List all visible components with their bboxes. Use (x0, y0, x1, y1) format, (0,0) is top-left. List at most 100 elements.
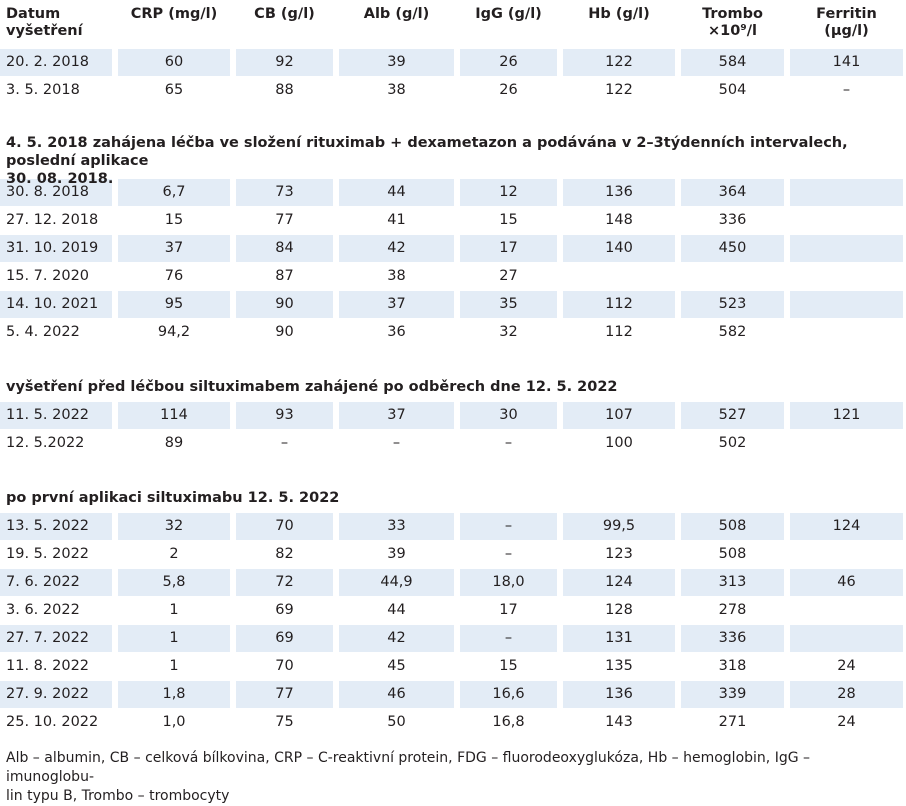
table-row: 5. 4. 2022 94,2 90 36 32 112 582 (0, 319, 906, 346)
value-cell: 32 (499, 324, 518, 340)
value-cell: 99,5 (563, 513, 675, 540)
value-cell: 584 (681, 49, 784, 76)
date-cell: 3. 6. 2022 (6, 602, 80, 618)
value-cell: 1,0 (162, 714, 186, 730)
value-cell: 38 (387, 268, 406, 284)
value-cell: 46 (790, 569, 903, 596)
table-row: 19. 5. 2022 2 82 39 – 123 508 (0, 541, 906, 568)
value-cell: 92 (236, 49, 333, 76)
date-cell: 12. 5.2022 (6, 435, 85, 451)
table-row: 7. 6. 2022 5,8 72 44,9 18,0 124 313 46 (0, 569, 906, 596)
footnote-line: Alb – albumin, CB – celková bílkovina, C… (6, 750, 811, 785)
value-cell: 12 (460, 179, 557, 206)
date-cell: 5. 4. 2022 (6, 324, 80, 340)
column-header-sublabel: vyšetření (6, 23, 83, 39)
table-row: 27. 12. 2018 15 77 41 15 148 336 (0, 207, 906, 234)
value-cell: 1 (169, 658, 179, 674)
value-cell: 65 (164, 82, 184, 98)
table-row: 3. 5. 2018 65 88 38 26 122 504 – (0, 77, 906, 104)
value-cell: 114 (118, 402, 230, 429)
column-header: Ferritin (μg/l) (790, 6, 903, 40)
value-cell: 88 (275, 82, 294, 98)
value-cell: – (504, 435, 513, 451)
column-header: CRP (mg/l) (118, 6, 230, 23)
value-cell: 77 (275, 212, 294, 228)
value-cell: 1 (169, 602, 179, 618)
column-header-label: IgG (g/l) (475, 6, 542, 22)
value-cell (790, 319, 903, 346)
value-cell: 527 (681, 402, 784, 429)
footnote: Alb – albumin, CB – celková bílkovina, C… (6, 749, 901, 806)
value-cell: 42 (339, 625, 454, 652)
value-cell: – (842, 82, 851, 98)
table-row: 11. 5. 2022 114 93 37 30 107 527 121 (0, 402, 906, 429)
value-cell: – (504, 546, 513, 562)
value-cell: 33 (339, 513, 454, 540)
value-cell: 278 (718, 602, 747, 618)
date-cell: 27. 7. 2022 (0, 625, 112, 652)
value-cell: 148 (605, 212, 633, 228)
table-row: 27. 7. 2022 1 69 42–131 336 (0, 625, 906, 652)
value-cell: 37 (339, 291, 454, 318)
value-cell: 143 (605, 714, 633, 730)
value-cell: 73 (236, 179, 333, 206)
value-cell: 16,8 (492, 714, 525, 730)
value-cell: 124 (563, 569, 675, 596)
value-cell: 136 (563, 179, 675, 206)
value-cell: 504 (718, 82, 747, 98)
value-cell: 28 (790, 681, 903, 708)
value-cell: 77 (236, 681, 333, 708)
value-cell: 17 (499, 602, 518, 618)
column-header-sublabel: ×10⁹/l (708, 23, 757, 39)
value-cell (790, 179, 903, 206)
table-row: 11. 8. 2022 1 70 45 15 135 318 24 (0, 653, 906, 680)
value-cell: 135 (605, 658, 633, 674)
column-header-label: Hb (g/l) (588, 6, 650, 22)
value-cell: 39 (339, 49, 454, 76)
value-cell: 17 (460, 235, 557, 262)
value-cell: 15 (499, 658, 518, 674)
value-cell: 37 (339, 402, 454, 429)
value-cell: 5,8 (118, 569, 230, 596)
date-cell: 31. 10. 2019 (0, 235, 112, 262)
column-header-label: Alb (g/l) (363, 6, 430, 22)
column-header-label: CB (g/l) (254, 6, 315, 22)
value-cell: 69 (236, 625, 333, 652)
column-header: IgG (g/l) (460, 6, 557, 23)
value-cell: 271 (718, 714, 747, 730)
value-cell: 95 (118, 291, 230, 318)
column-header-label: Trombo (702, 6, 763, 22)
column-header-label: Datum (6, 6, 61, 22)
column-header: CB (g/l) (236, 6, 333, 23)
date-cell: 11. 8. 2022 (6, 658, 90, 674)
value-cell: 336 (681, 625, 784, 652)
value-cell: 26 (460, 49, 557, 76)
section-heading-line: vyšetření před léčbou siltuximabem zaháj… (6, 379, 618, 395)
column-header: Datum vyšetření (6, 6, 83, 40)
value-cell: – (460, 625, 557, 652)
value-cell: 72 (236, 569, 333, 596)
date-cell: 19. 5. 2022 (6, 546, 90, 562)
value-cell: 75 (275, 714, 294, 730)
value-cell (790, 207, 903, 234)
footnote-line: lin typu B, Trombo – trombocyty (6, 788, 230, 804)
value-cell: 100 (605, 435, 633, 451)
value-cell: 122 (605, 82, 633, 98)
value-cell: 87 (275, 268, 294, 284)
table-row: 25. 10. 2022 1,0 75 50 16,8 143 271 24 (0, 709, 906, 736)
value-cell: 42 (339, 235, 454, 262)
value-cell: 84 (236, 235, 333, 262)
value-cell: 140 (563, 235, 675, 262)
value-cell: 35 (460, 291, 557, 318)
value-cell: 112 (563, 291, 675, 318)
value-cell: 82 (275, 546, 294, 562)
value-cell: 523 (681, 291, 784, 318)
value-cell (790, 291, 903, 318)
date-cell: 27. 12. 2018 (6, 212, 99, 228)
date-cell: 25. 10. 2022 (6, 714, 99, 730)
value-cell: 121 (790, 402, 903, 429)
value-cell: 112 (605, 324, 633, 340)
value-cell (790, 430, 903, 457)
value-cell: 90 (236, 291, 333, 318)
section-heading-line: 30. 08. 2018. (6, 171, 114, 187)
